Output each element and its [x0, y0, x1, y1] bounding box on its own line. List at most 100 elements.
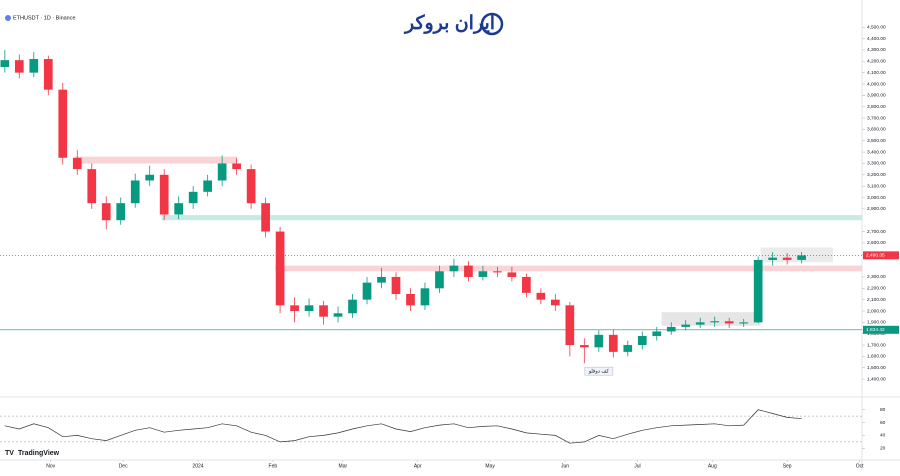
candle-body — [130, 180, 140, 204]
candle-body — [29, 59, 39, 73]
candle-body — [290, 305, 299, 312]
candle-body — [203, 180, 212, 192]
candle-body — [58, 89, 68, 158]
candle-body — [261, 203, 270, 232]
annotation-box — [584, 366, 614, 376]
candle-body — [695, 322, 705, 325]
rsi-tick-label: 40 — [880, 433, 886, 439]
annotation-text: کف دوقلو — [588, 368, 610, 374]
watermark-icon: TV — [5, 450, 14, 457]
candle-body — [362, 282, 372, 300]
price-label-bg — [863, 325, 899, 334]
candle-body — [87, 169, 97, 204]
candle-body — [493, 271, 502, 273]
candle-body — [145, 174, 155, 181]
candle-body — [666, 326, 676, 332]
candle-body — [420, 288, 430, 306]
candle-body — [782, 257, 792, 260]
candle-body — [565, 305, 575, 346]
candle-body — [435, 271, 444, 289]
candle-body — [478, 271, 488, 277]
price-label-bg — [863, 251, 899, 260]
y-tick-label: 3,000.00 — [867, 195, 886, 201]
candle-body — [797, 255, 806, 260]
candle-body — [739, 322, 749, 324]
y-tick-label: 3,500.00 — [867, 138, 886, 144]
x-tick-label: May — [485, 463, 495, 469]
y-tick-label: 2,300.00 — [867, 274, 886, 280]
y-tick-label: 3,200.00 — [867, 172, 886, 178]
candle-body — [275, 231, 285, 306]
candle-body — [449, 265, 459, 272]
y-tick-label: 2,000.00 — [867, 308, 886, 314]
candle-body — [652, 331, 662, 336]
x-tick-label: Feb — [269, 463, 278, 469]
y-tick-label: 3,100.00 — [867, 183, 886, 189]
y-tick-label: 3,700.00 — [867, 115, 886, 121]
candle-body — [522, 276, 531, 293]
y-tick-label: 2,900.00 — [867, 206, 886, 212]
y-tick-label: 4,200.00 — [867, 59, 886, 65]
y-tick-label: 3,800.00 — [867, 104, 886, 110]
y-tick-label: 2,700.00 — [867, 229, 886, 235]
price-zone — [760, 247, 834, 263]
candle-body — [319, 305, 328, 317]
candle-body — [579, 345, 589, 348]
candle-body — [333, 313, 343, 317]
watermark: TradingView — [18, 450, 60, 457]
y-tick-label: 3,900.00 — [867, 93, 886, 99]
brand-icon — [480, 12, 504, 36]
rsi-tick-label: 20 — [880, 446, 886, 452]
candle-body — [101, 203, 111, 221]
y-tick-label: 2,100.00 — [867, 297, 886, 303]
y-tick-label: 4,100.00 — [867, 70, 886, 76]
candle-body — [0, 60, 10, 67]
candle-body — [768, 257, 778, 260]
symbol-icon — [5, 15, 11, 21]
x-tick-label: Aug — [708, 463, 717, 469]
candle-body — [246, 169, 256, 204]
candle-body — [710, 321, 720, 323]
price-label: 1,834.42 — [866, 327, 885, 333]
x-tick-label: Mar — [339, 463, 348, 469]
candle-body — [232, 163, 241, 170]
y-tick-label: 4,400.00 — [867, 36, 886, 42]
candle-body — [72, 157, 82, 170]
x-tick-label: Sep — [783, 463, 792, 469]
candle-body — [406, 293, 415, 306]
candle-body — [623, 345, 633, 352]
price-zone — [74, 156, 237, 164]
symbol-title: ETHUSDT · 1D · Binance — [13, 15, 76, 21]
candle-body — [391, 276, 401, 294]
y-tick-label: 3,400.00 — [867, 149, 886, 155]
x-tick-label: Apr — [414, 463, 422, 469]
candle-body — [116, 203, 126, 221]
candle-body — [753, 259, 763, 323]
candle-body — [551, 299, 560, 306]
candle-body — [188, 191, 198, 204]
candle-body — [377, 276, 386, 283]
candle-body — [724, 321, 734, 324]
price-label: 2,490.35 — [866, 253, 885, 259]
candle-body — [174, 203, 184, 215]
x-tick-label: Jun — [561, 463, 569, 469]
y-tick-label: 1,600.00 — [867, 354, 886, 360]
price-zone — [661, 312, 761, 326]
y-tick-label: 3,600.00 — [867, 127, 886, 133]
y-tick-label: 2,200.00 — [867, 286, 886, 292]
x-tick-label: Jul — [634, 463, 640, 469]
candle-body — [217, 163, 227, 181]
x-tick-label: Dec — [119, 463, 128, 469]
rsi-line — [4, 409, 802, 444]
y-tick-label: 3,300.00 — [867, 161, 886, 167]
candle-body — [14, 60, 24, 73]
y-tick-label: 4,000.00 — [867, 81, 886, 87]
candle-body — [159, 174, 169, 215]
y-tick-label: 1,500.00 — [867, 365, 886, 371]
brand-logo: ایران بروکر — [403, 13, 495, 34]
candle-body — [681, 324, 691, 327]
y-tick-label: 1,800.00 — [867, 331, 886, 337]
candle-body — [608, 334, 618, 352]
